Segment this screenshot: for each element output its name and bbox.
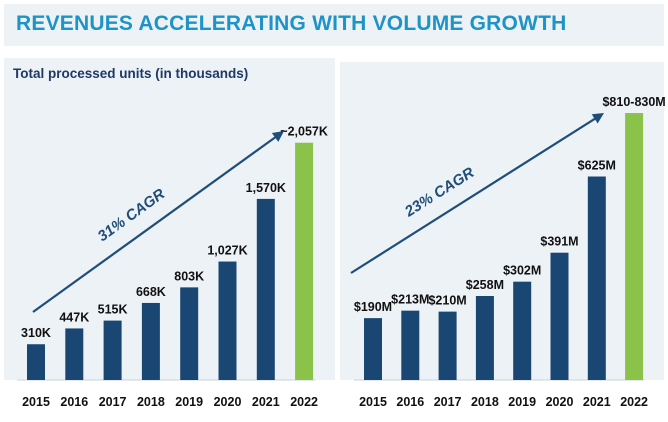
undefined-bar-2020 xyxy=(218,261,237,380)
revenue-chart-panel xyxy=(340,62,664,380)
undefined-bar-2021 xyxy=(256,198,275,380)
undefined-tick-2020: 2020 xyxy=(214,395,242,409)
undefined-bar-2015 xyxy=(364,318,382,380)
undefined-bar-2022 xyxy=(625,113,644,380)
undefined-tick-2022: 2022 xyxy=(290,395,318,409)
undefined-data-label-2017: $210M xyxy=(428,294,466,308)
undefined-bar-2016 xyxy=(401,310,420,380)
undefined-tick-2018: 2018 xyxy=(137,395,165,409)
undefined-data-label-2016: 447K xyxy=(59,310,89,324)
undefined-bar-2018 xyxy=(475,296,494,380)
undefined-bar-2019 xyxy=(180,287,199,380)
undefined-cagr-arrow xyxy=(350,116,597,274)
undefined-data-label-2022: ~2,057K xyxy=(280,125,328,139)
units-chart-panel: Total processed units (in thousands) xyxy=(4,58,335,380)
undefined-bar-2021 xyxy=(587,176,606,380)
undefined-data-label-2021: 1,570K xyxy=(246,181,286,195)
undefined-data-label-2020: $391M xyxy=(540,235,578,249)
undefined-bar-2022 xyxy=(295,142,314,380)
undefined-bar-2016 xyxy=(65,328,84,380)
undefined-cagr-arrowhead xyxy=(271,131,284,142)
undefined-data-label-2016: $213M xyxy=(391,293,429,307)
undefined-tick-2016: 2016 xyxy=(60,395,88,409)
undefined-tick-2015: 2015 xyxy=(22,395,50,409)
undefined-data-label-2018: 668K xyxy=(136,285,166,299)
undefined-tick-2017: 2017 xyxy=(434,395,462,409)
undefined-bar-2017 xyxy=(438,311,457,380)
title-bar: REVENUES ACCELERATING WITH VOLUME GROWTH xyxy=(4,4,664,46)
undefined-data-label-2015: 310K xyxy=(21,326,51,340)
undefined-tick-2021: 2021 xyxy=(583,395,611,409)
undefined-data-label-2019: $302M xyxy=(503,264,541,278)
undefined-tick-2016: 2016 xyxy=(396,395,424,409)
undefined-tick-2019: 2019 xyxy=(175,395,203,409)
undefined-tick-2021: 2021 xyxy=(252,395,280,409)
page-title: REVENUES ACCELERATING WITH VOLUME GROWTH xyxy=(16,12,567,35)
undefined-data-label-2017: 515K xyxy=(98,303,128,317)
undefined-bar-2015 xyxy=(27,344,45,380)
undefined-data-label-2018: $258M xyxy=(466,278,504,292)
units-chart-title: Total processed units (in thousands) xyxy=(13,66,249,81)
undefined-tick-2017: 2017 xyxy=(99,395,127,409)
undefined-data-label-2022: $810-830M xyxy=(602,95,665,109)
undefined-data-label-2021: $625M xyxy=(578,159,616,173)
undefined-tick-2018: 2018 xyxy=(471,395,499,409)
undefined-cagr-label: 23% CAGR xyxy=(401,164,477,221)
undefined-data-label-2019: 803K xyxy=(174,269,204,283)
undefined-cagr-arrow xyxy=(32,135,278,313)
undefined-tick-2015: 2015 xyxy=(359,395,387,409)
undefined-tick-2022: 2022 xyxy=(620,395,648,409)
undefined-tick-2020: 2020 xyxy=(546,395,574,409)
undefined-bar-2020 xyxy=(550,252,569,380)
undefined-bar-2017 xyxy=(103,320,122,380)
undefined-tick-2019: 2019 xyxy=(508,395,536,409)
undefined-bar-2019 xyxy=(513,281,532,380)
undefined-data-label-2020: 1,027K xyxy=(207,244,247,258)
undefined-bar-2018 xyxy=(141,302,160,380)
undefined-data-label-2015: $190M xyxy=(354,300,392,314)
undefined-cagr-arrowhead xyxy=(591,113,604,124)
